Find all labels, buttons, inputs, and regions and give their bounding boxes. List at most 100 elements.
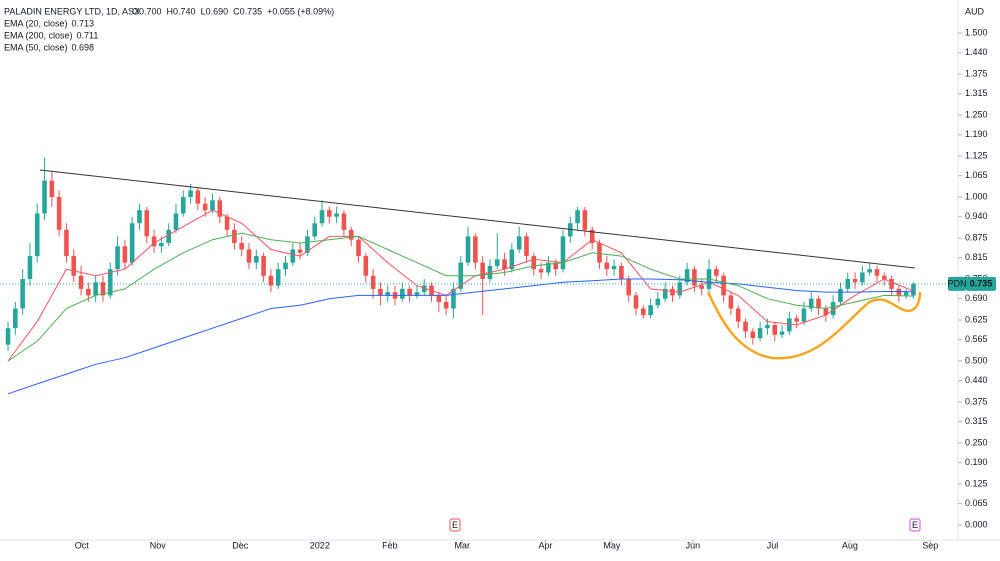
candle-body — [684, 269, 690, 283]
symbol-tag-bg — [948, 276, 966, 291]
candle-body — [735, 308, 741, 322]
y-tick-label: 0.625 — [965, 314, 988, 324]
x-tick-label: Jun — [686, 540, 701, 550]
candle-body — [750, 331, 756, 339]
candle-body — [808, 298, 814, 309]
x-tick-label: Aug — [842, 540, 858, 550]
candle-body — [261, 256, 266, 276]
candle-body — [144, 210, 150, 237]
ema-line — [7, 209, 914, 362]
candle-body — [640, 308, 646, 316]
candle-body — [341, 213, 347, 230]
y-tick-label: 1.190 — [965, 129, 988, 139]
candle-body — [173, 213, 179, 230]
candle-body — [334, 213, 339, 217]
price-tag: 0.735 — [970, 278, 993, 288]
legend-value: 0.713 — [72, 18, 95, 28]
x-tick-label: May — [603, 540, 621, 550]
candle-body — [494, 259, 500, 266]
y-tick-label: 0.875 — [965, 232, 988, 242]
candle-body — [465, 236, 471, 263]
candle-body — [71, 256, 77, 276]
ema-line — [7, 232, 914, 362]
y-tick-label: 1.500 — [965, 27, 988, 37]
x-tick-label: Nov — [150, 540, 167, 550]
candle-body — [385, 292, 391, 296]
y-tick-label: 0.250 — [965, 437, 988, 447]
y-tick-label: 0.190 — [965, 457, 988, 467]
y-tick-label: 0.500 — [965, 355, 988, 365]
candle-body — [443, 301, 449, 309]
candle-body — [253, 256, 259, 263]
candle-body — [648, 305, 653, 316]
candle-body — [239, 242, 244, 250]
candle-body — [538, 269, 544, 273]
candle-body — [202, 203, 208, 211]
y-tick-label: 1.315 — [965, 88, 988, 98]
candle-body — [823, 308, 829, 316]
cup-drawing — [706, 291, 922, 360]
candle-body — [721, 275, 726, 296]
y-tick-label: 0.815 — [965, 252, 988, 262]
candle-body — [524, 236, 529, 257]
candle-body — [516, 236, 522, 250]
candle-body — [421, 285, 427, 293]
candle-body — [305, 236, 310, 253]
legend-entry: EMA (200, close) — [4, 30, 73, 40]
ohlc-value: +0.055 (+8.09%) — [267, 6, 334, 16]
candle-body — [246, 249, 252, 263]
candle-body — [531, 256, 537, 270]
event-label: E — [452, 520, 458, 530]
x-tick-label: 2022 — [310, 540, 330, 550]
x-tick-label: Apr — [538, 540, 552, 550]
candle-body — [42, 180, 47, 214]
candle-body — [166, 229, 171, 243]
candle-body — [794, 318, 799, 322]
candle-body — [268, 275, 274, 286]
candle-body — [480, 262, 485, 280]
event-label: E — [912, 520, 918, 530]
candle-body — [874, 269, 880, 276]
trend-line — [39, 169, 916, 269]
candle-body — [436, 295, 442, 302]
candle-body — [283, 262, 288, 270]
legend-entry: EMA (50, close) — [4, 42, 68, 52]
candle-body — [757, 328, 763, 339]
legend-value: 0.698 — [72, 42, 95, 52]
symbol-title: PALADIN ENERGY LTD, 1D, ASX — [4, 6, 140, 16]
event-marker — [449, 518, 461, 532]
candle-body — [911, 283, 916, 296]
candle-body — [188, 190, 193, 198]
x-tick-label: Oct — [75, 540, 90, 550]
x-tick-label: Dec — [232, 540, 249, 550]
ohlc-value: O0.700 — [132, 6, 162, 16]
candle-body — [290, 249, 296, 263]
candle-body — [743, 321, 748, 332]
candle-body — [670, 288, 675, 296]
candle-body — [779, 331, 785, 335]
candle-body — [159, 242, 164, 247]
candle-body — [845, 279, 851, 289]
ohlc-value: H0.740 — [167, 6, 196, 16]
candle-body — [787, 318, 792, 332]
y-tick-label: 1.375 — [965, 68, 988, 78]
y-tick-label: 1.250 — [965, 109, 988, 119]
candle-body — [451, 288, 456, 309]
candle-body — [881, 275, 887, 280]
candle-body — [414, 292, 420, 296]
candle-body — [64, 229, 69, 257]
candle-body — [626, 279, 631, 296]
candle-body — [13, 308, 18, 329]
candle-body — [677, 282, 683, 296]
y-tick-label: 0.315 — [965, 416, 988, 426]
price-tag-bg — [966, 276, 996, 291]
candle-body — [582, 210, 588, 230]
candle-body — [195, 190, 201, 204]
candle-body — [100, 282, 106, 296]
legend-entry: EMA (20, close) — [4, 18, 68, 28]
candle-body — [122, 246, 128, 263]
candle-body — [765, 324, 770, 329]
ohlc-value: C0.735 — [233, 6, 262, 16]
candle-body — [327, 210, 332, 217]
